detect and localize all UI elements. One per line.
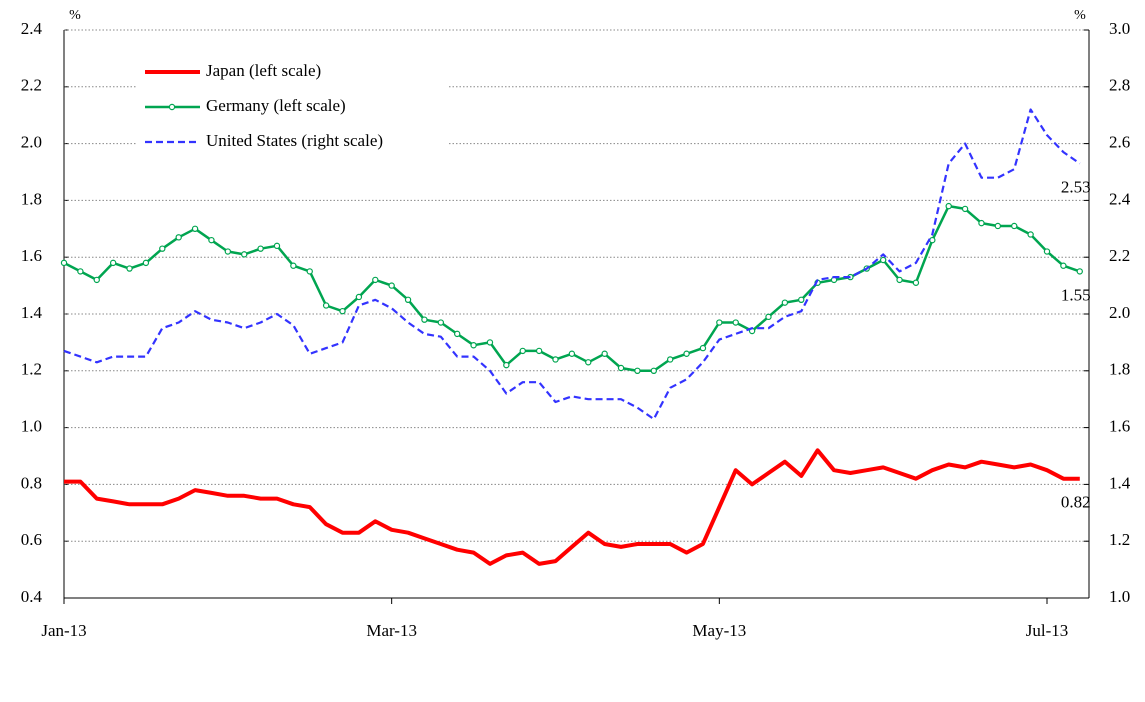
y2-tick-label: 2.4 (1109, 189, 1131, 208)
point (683, 350, 690, 357)
point (208, 236, 215, 244)
point (535, 347, 543, 355)
end-label: 1.55 (1061, 285, 1091, 304)
point (699, 344, 707, 352)
point (765, 313, 772, 321)
series-line (63, 204, 1081, 373)
y-unit: % (69, 8, 81, 23)
y-tick-label: 0.6 (21, 530, 42, 549)
y2-tick-label: 2.6 (1109, 133, 1130, 152)
point (601, 350, 608, 357)
point (781, 299, 789, 306)
point (470, 342, 477, 349)
y2-tick-label: 1.2 (1109, 530, 1130, 549)
x-tick-label: Mar-13 (366, 621, 417, 640)
point (945, 202, 952, 210)
point (224, 248, 232, 255)
point (257, 245, 264, 252)
point (109, 259, 117, 267)
y-tick-label: 1.6 (21, 246, 42, 265)
point (388, 282, 395, 289)
point (454, 330, 461, 338)
y-tick-label: 2.4 (21, 19, 43, 38)
y-tick-label: 0.4 (21, 587, 43, 606)
point (798, 296, 805, 303)
x-tick-label: May-13 (692, 621, 746, 640)
y-tick-label: 2.0 (21, 133, 42, 152)
legend-label: United States (right scale) (206, 131, 383, 150)
end-label: 2.53 (1061, 177, 1091, 196)
point (421, 316, 428, 323)
series-line (63, 108, 1081, 421)
point (339, 307, 346, 315)
end-label: 0.82 (1061, 493, 1091, 512)
y-tick-label: 2.2 (21, 76, 42, 95)
point (306, 268, 313, 275)
y2-tick-label: 2.2 (1109, 246, 1130, 265)
legend-label: Japan (left scale) (206, 61, 321, 80)
point (961, 205, 969, 213)
legend-marker (168, 103, 176, 111)
point (437, 319, 445, 326)
point (404, 296, 412, 303)
point (732, 319, 739, 326)
point (1011, 222, 1018, 230)
point (142, 259, 150, 267)
y2-tick-label: 1.8 (1109, 360, 1130, 379)
point (175, 234, 182, 241)
point (1043, 248, 1051, 255)
point (585, 359, 592, 366)
y2-tick-label: 1.4 (1109, 473, 1131, 492)
point (666, 356, 674, 363)
point (77, 268, 84, 275)
series-line (64, 448, 1080, 566)
point (191, 225, 199, 232)
point (159, 245, 166, 252)
point (126, 265, 133, 272)
point (978, 219, 985, 227)
point (896, 276, 903, 284)
x-tick-label: Jan-13 (41, 621, 86, 640)
point (552, 356, 559, 363)
y2-tick-label: 3.0 (1109, 19, 1130, 38)
point (1076, 268, 1083, 275)
legend-label: Germany (left scale) (206, 96, 346, 115)
point (60, 259, 68, 267)
point (519, 347, 526, 355)
point (486, 339, 494, 346)
y-tick-label: 1.8 (21, 189, 42, 208)
point (634, 367, 641, 374)
y-tick-label: 1.2 (21, 360, 42, 379)
point (503, 361, 510, 369)
y-tick-label: 0.8 (21, 473, 42, 492)
point (355, 293, 363, 301)
point (617, 364, 625, 372)
point (322, 302, 330, 309)
point (879, 256, 887, 264)
point (650, 367, 658, 374)
point (568, 350, 576, 357)
point (1027, 231, 1034, 238)
y2-unit: % (1074, 8, 1086, 23)
point (1060, 262, 1067, 269)
point (372, 276, 379, 284)
point (929, 236, 936, 244)
y2-tick-label: 1.6 (1109, 417, 1130, 436)
point (241, 251, 248, 258)
y2-tick-label: 1.0 (1109, 587, 1130, 606)
x-tick-label: Jul-13 (1026, 621, 1069, 640)
point (273, 242, 281, 250)
y2-tick-label: 2.8 (1109, 76, 1130, 95)
y-tick-label: 1.4 (21, 303, 43, 322)
point (716, 319, 723, 326)
point (912, 279, 920, 286)
point (994, 222, 1002, 230)
y2-tick-label: 2.0 (1109, 303, 1130, 322)
y-tick-label: 1.0 (21, 417, 42, 436)
point (93, 276, 100, 284)
point (290, 262, 297, 269)
